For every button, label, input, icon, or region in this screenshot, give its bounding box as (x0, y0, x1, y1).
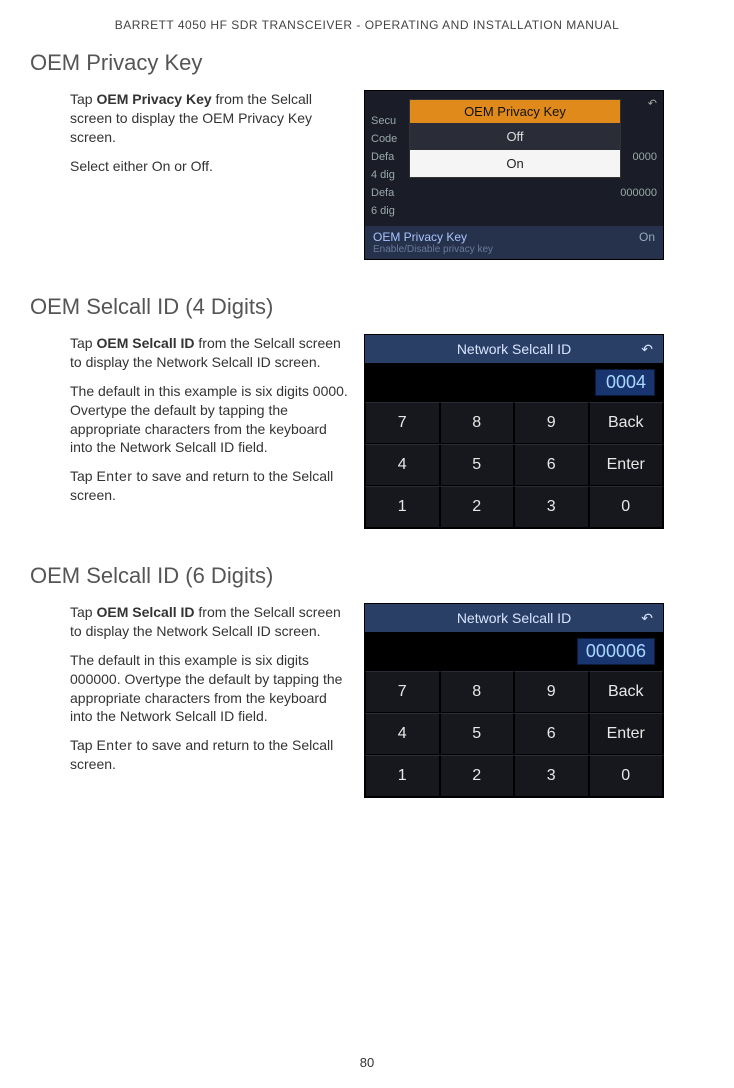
key-1[interactable]: 1 (365, 755, 440, 797)
keypad-grid: 7 8 9 Back 4 5 6 Enter 1 2 3 0 (365, 671, 663, 797)
privacy-para-2: Select either On or Off. (70, 157, 350, 176)
bg-label: Defa (371, 151, 394, 165)
privacy-option-on[interactable]: On (410, 150, 620, 177)
key-4[interactable]: 4 (365, 444, 440, 486)
key-enter[interactable]: Enter (589, 713, 664, 755)
section-selcall-6: Tap OEM Selcall ID from the Selcall scre… (30, 603, 704, 798)
key-2[interactable]: 2 (440, 486, 515, 528)
bg-label: 6 dig (371, 205, 395, 219)
section-privacy: Tap OEM Privacy Key from the Selcall scr… (30, 90, 704, 260)
selcall4-screenshot: Network Selcall ID ↶ 0004 7 8 9 Back 4 5… (364, 334, 704, 529)
bg-row: Defa 000000 (365, 185, 663, 203)
key-back[interactable]: Back (589, 402, 664, 444)
selcall6-para-2: The default in this example is six digit… (70, 651, 350, 727)
network-selcall-screen-4: Network Selcall ID ↶ 0004 7 8 9 Back 4 5… (364, 334, 664, 529)
privacy-para-1: Tap OEM Privacy Key from the Selcall scr… (70, 90, 350, 147)
enter-label: Enter (96, 737, 132, 753)
bg-label: Defa (371, 187, 394, 201)
keypad-display: 000006 (365, 632, 663, 671)
bg-label: Secu (371, 115, 396, 129)
heading-oem-privacy-key: OEM Privacy Key (30, 50, 704, 76)
selcall4-text: Tap OEM Selcall ID from the Selcall scre… (30, 334, 350, 529)
key-8[interactable]: 8 (440, 671, 515, 713)
key-7[interactable]: 7 (365, 671, 440, 713)
key-8[interactable]: 8 (440, 402, 515, 444)
selcall4-para-2: The default in this example is six digit… (70, 382, 350, 458)
key-4[interactable]: 4 (365, 713, 440, 755)
selcall-id-field[interactable]: 0004 (595, 369, 655, 396)
bold-label: OEM Selcall ID (96, 335, 194, 351)
privacy-footer-title: OEM Privacy Key (373, 230, 493, 244)
enter-label: Enter (96, 468, 132, 484)
selcall6-text: Tap OEM Selcall ID from the Selcall scre… (30, 603, 350, 798)
text: Tap (70, 335, 96, 351)
text: Tap (70, 468, 96, 484)
keypad-header: Network Selcall ID ↶ (365, 604, 663, 632)
section-selcall-4: Tap OEM Selcall ID from the Selcall scre… (30, 334, 704, 529)
selcall-id-field[interactable]: 000006 (577, 638, 655, 665)
keypad-grid: 7 8 9 Back 4 5 6 Enter 1 2 3 0 (365, 402, 663, 528)
bold-label: OEM Privacy Key (96, 91, 211, 107)
undo-icon[interactable]: ↶ (641, 341, 653, 358)
privacy-option-off[interactable]: Off (410, 123, 620, 150)
bg-value: 0000 (633, 151, 657, 165)
key-back[interactable]: Back (589, 671, 664, 713)
key-6[interactable]: 6 (514, 713, 589, 755)
privacy-text: Tap OEM Privacy Key from the Selcall scr… (30, 90, 350, 260)
heading-selcall-6: OEM Selcall ID (6 Digits) (30, 563, 704, 589)
selcall4-para-1: Tap OEM Selcall ID from the Selcall scre… (70, 334, 350, 372)
keypad-display: 0004 (365, 363, 663, 402)
keypad-title: Network Selcall ID (457, 341, 571, 357)
document-header: BARRETT 4050 HF SDR TRANSCEIVER - OPERAT… (30, 18, 704, 32)
bg-label: 4 dig (371, 169, 395, 183)
key-9[interactable]: 9 (514, 402, 589, 444)
bold-label: OEM Selcall ID (96, 604, 194, 620)
text: Tap (70, 604, 96, 620)
keypad-title: Network Selcall ID (457, 610, 571, 626)
key-0[interactable]: 0 (589, 755, 664, 797)
bg-label: Code (371, 133, 397, 147)
undo-icon: ↶ (648, 97, 657, 111)
selcall6-para-3: Tap Enter to save and return to the Selc… (70, 736, 350, 774)
key-6[interactable]: 6 (514, 444, 589, 486)
key-7[interactable]: 7 (365, 402, 440, 444)
text: Tap (70, 91, 96, 107)
privacy-modal: OEM Privacy Key Off On (409, 99, 621, 178)
oem-privacy-screen: Selcall ↶ Secu Code Defa0000 4 dig Defa0… (364, 90, 664, 260)
text: Tap (70, 737, 96, 753)
privacy-footer: OEM Privacy Key Enable/Disable privacy k… (365, 226, 663, 259)
undo-icon[interactable]: ↶ (641, 610, 653, 627)
selcall6-screenshot: Network Selcall ID ↶ 000006 7 8 9 Back 4… (364, 603, 704, 798)
key-enter[interactable]: Enter (589, 444, 664, 486)
privacy-screenshot: Selcall ↶ Secu Code Defa0000 4 dig Defa0… (364, 90, 704, 260)
network-selcall-screen-6: Network Selcall ID ↶ 000006 7 8 9 Back 4… (364, 603, 664, 798)
key-3[interactable]: 3 (514, 486, 589, 528)
key-5[interactable]: 5 (440, 444, 515, 486)
selcall4-para-3: Tap Enter to save and return to the Selc… (70, 467, 350, 505)
privacy-footer-value: On (639, 230, 655, 244)
key-5[interactable]: 5 (440, 713, 515, 755)
heading-selcall-4: OEM Selcall ID (4 Digits) (30, 294, 704, 320)
key-1[interactable]: 1 (365, 486, 440, 528)
page-number: 80 (0, 1055, 734, 1070)
selcall6-para-1: Tap OEM Selcall ID from the Selcall scre… (70, 603, 350, 641)
privacy-footer-sub: Enable/Disable privacy key (373, 244, 493, 255)
privacy-modal-title: OEM Privacy Key (410, 100, 620, 123)
bg-value: 000000 (620, 187, 657, 201)
key-2[interactable]: 2 (440, 755, 515, 797)
keypad-header: Network Selcall ID ↶ (365, 335, 663, 363)
key-0[interactable]: 0 (589, 486, 664, 528)
key-3[interactable]: 3 (514, 755, 589, 797)
key-9[interactable]: 9 (514, 671, 589, 713)
bg-row: 6 dig (365, 203, 663, 221)
